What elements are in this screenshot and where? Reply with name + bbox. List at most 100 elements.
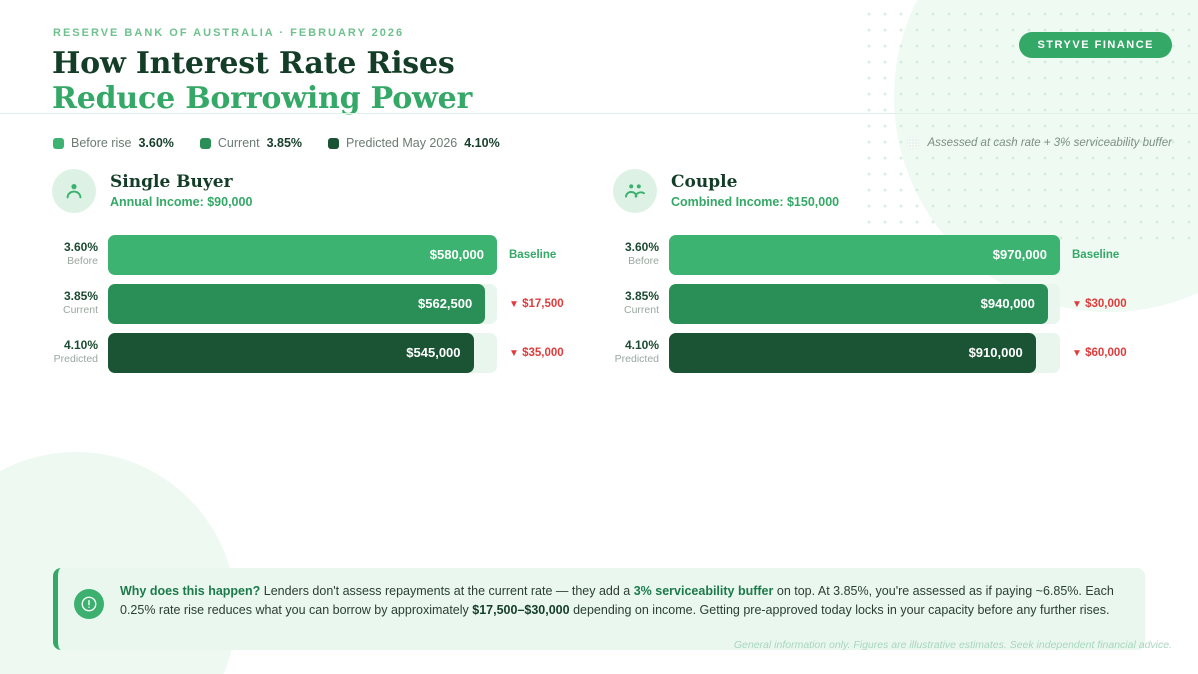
baseline-label: Baseline	[509, 248, 557, 261]
row-rate: 3.85%	[63, 288, 98, 303]
panel-header: Couple Combined Income: $150,000	[613, 168, 1173, 214]
page-title-line2: Reduce Borrowing Power	[52, 81, 473, 116]
legend-label: Predicted May 2026	[346, 136, 458, 150]
bar-track[interactable]: $580,000	[108, 234, 497, 275]
bar-row: 3.60% Before $580,000 Baseline	[52, 230, 597, 279]
legend-swatch-icon	[328, 137, 340, 149]
row-label: 4.10% Predicted	[613, 337, 669, 366]
row-rate: 4.10%	[624, 337, 659, 352]
row-period: Predicted	[614, 352, 659, 365]
disclaimer-text: General information only. Figures are il…	[733, 639, 1172, 651]
bar-value-label: $580,000	[429, 247, 484, 262]
legend-item: Before rise 3.60%	[53, 136, 174, 150]
row-period: Before	[628, 254, 659, 267]
bar-fill[interactable]: $970,000	[669, 234, 1060, 275]
page-title-line1: How Interest Rate Rises	[52, 46, 455, 81]
delta-amount: $30,000	[1085, 297, 1127, 310]
eyebrow-label: RESERVE BANK OF AUSTRALIA · FEBRUARY 202…	[53, 27, 405, 39]
legend-label: Before rise	[71, 136, 132, 150]
bar-value-label: $940,000	[980, 296, 1035, 311]
callout-text-2: on top. At 3.85%, you're assessed as if …	[120, 584, 1114, 617]
bar-rows: 3.60% Before $580,000 Baseline 3.85% Current $…	[52, 230, 597, 377]
bar-row: 4.10% Predicted $910,000 ▼ $60,000	[613, 328, 1173, 377]
bar-value-label: $970,000	[992, 247, 1047, 262]
row-label: 3.60% Before	[52, 239, 108, 268]
bar-track[interactable]: $562,500	[108, 283, 497, 324]
panel-subtitle: Combined Income: $150,000	[671, 195, 840, 210]
legend-value: 3.60%	[138, 136, 174, 150]
bar-track[interactable]: $545,000	[108, 332, 497, 373]
header-divider	[0, 113, 1198, 114]
decrease-triangle-icon: ▼	[1072, 347, 1082, 359]
delta-amount: $35,000	[522, 346, 564, 359]
callout-lead: Why does this happen?	[120, 584, 261, 598]
bar-value-label: $910,000	[968, 345, 1023, 360]
baseline-label: Baseline	[1072, 248, 1120, 261]
panel-header: Single Buyer Annual Income: $90,000	[52, 168, 597, 214]
legend-item: Current 3.85%	[199, 136, 303, 150]
panel-heading-text: Single Buyer Annual Income: $90,000	[110, 171, 253, 210]
row-period: Current	[623, 303, 659, 316]
row-delta: ▼ $60,000	[1060, 347, 1127, 359]
panel-heading-text: Couple Combined Income: $150,000	[671, 172, 840, 210]
bar-rows: 3.60% Before $970,000 Baseline 3.85% Current $…	[613, 230, 1173, 377]
legend-swatch-icon	[199, 137, 211, 149]
row-period: Before	[67, 254, 98, 267]
row-rate: 4.10%	[63, 337, 98, 352]
legend-label: Current	[217, 136, 260, 150]
assessment-swatch-icon	[906, 137, 919, 149]
callout-text: Why does this happen? Lenders don't asse…	[120, 582, 1127, 620]
row-label: 3.85% Current	[52, 288, 108, 317]
bar-row: 4.10% Predicted $545,000 ▼ $35,000	[52, 328, 597, 377]
bar-fill[interactable]: $562,500	[108, 283, 486, 324]
bar-track[interactable]: $910,000	[669, 332, 1060, 373]
bar-value-label: $562,500	[418, 296, 473, 311]
bar-fill[interactable]: $545,000	[108, 332, 474, 373]
legend-swatch-icon	[53, 137, 64, 149]
row-delta: ▼ $30,000	[1060, 298, 1127, 310]
row-label: 3.85% Current	[613, 289, 669, 317]
assessment-note-text: Assessed at cash rate + 3% serviceabilit…	[927, 137, 1173, 149]
panel-title: Single Buyer	[110, 171, 233, 192]
panel-couple: Couple Combined Income: $150,000 3.60% Befo…	[613, 168, 1173, 377]
decrease-triangle-icon: ▼	[1072, 298, 1082, 310]
bar-track[interactable]: $970,000	[669, 234, 1060, 275]
panel-subtitle: Annual Income: $90,000	[110, 195, 253, 210]
callout-text-1: Lenders don't assess repayments at the c…	[260, 584, 634, 598]
brand-badge[interactable]: STRYVE FINANCE	[1019, 32, 1172, 58]
row-delta: Baseline	[1060, 249, 1119, 261]
legend-value: 3.85%	[266, 136, 303, 150]
exclamation-circle-icon	[74, 589, 104, 619]
bar-fill[interactable]: $580,000	[108, 234, 497, 275]
row-rate: 3.60%	[63, 239, 98, 254]
couple-icon	[613, 169, 657, 213]
row-period: Predicted	[53, 352, 98, 365]
row-delta: ▼ $17,500	[497, 298, 564, 310]
callout-highlight-1: 3% serviceability buffer	[633, 584, 774, 598]
bar-fill[interactable]: $910,000	[669, 332, 1036, 373]
bar-value-label: $545,000	[406, 345, 461, 360]
row-label: 3.60% Before	[613, 239, 669, 268]
bar-track[interactable]: $940,000	[669, 283, 1060, 324]
single-person-icon	[52, 169, 96, 213]
bar-row: 3.85% Current $940,000 ▼ $30,000	[613, 279, 1173, 328]
assessment-note: Assessed at cash rate + 3% serviceabilit…	[906, 137, 1173, 149]
row-delta: ▼ $35,000	[497, 347, 564, 359]
row-label: 4.10% Predicted	[52, 337, 108, 366]
legend-value: 4.10%	[464, 136, 500, 150]
callout-text-3: depending on income. Getting pre-approve…	[569, 603, 1110, 617]
bar-row: 3.85% Current $562,500 ▼ $17,500	[52, 279, 597, 328]
delta-amount: $17,500	[522, 297, 564, 310]
row-period: Current	[62, 303, 98, 316]
decrease-triangle-icon: ▼	[509, 347, 519, 359]
decrease-triangle-icon: ▼	[509, 298, 519, 310]
bar-fill[interactable]: $940,000	[669, 283, 1048, 324]
bar-row: 3.60% Before $970,000 Baseline	[613, 230, 1173, 279]
row-rate: 3.60%	[624, 239, 659, 254]
legend-item: Predicted May 2026 4.10%	[328, 136, 500, 150]
row-delta: Baseline	[497, 249, 556, 261]
delta-amount: $60,000	[1085, 346, 1127, 359]
explainer-callout: Why does this happen? Lenders don't asse…	[53, 568, 1145, 650]
panel-single-buyer: Single Buyer Annual Income: $90,000 3.60% B…	[52, 168, 597, 377]
